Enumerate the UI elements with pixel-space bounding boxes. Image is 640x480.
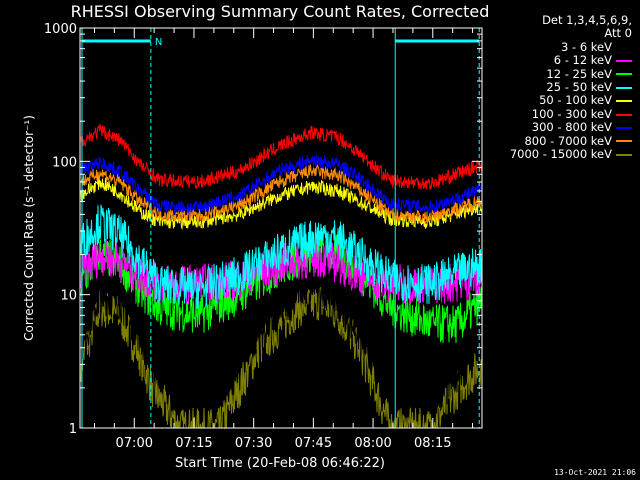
x-tick-label: 07:30 <box>235 436 272 451</box>
legend-entry-label: 12 - 25 keV <box>546 66 612 81</box>
series-line <box>80 175 482 231</box>
y-tick-label: 1 <box>69 422 77 437</box>
legend-swatch <box>616 140 632 143</box>
legend-swatch <box>616 46 632 49</box>
legend-entry: 6 - 12 keV <box>482 53 632 68</box>
legend-entry-label: 7000 - 15000 keV <box>509 147 612 162</box>
legend-entry-label: 25 - 50 keV <box>546 80 612 95</box>
chart-title: RHESSI Observing Summary Count Rates, Co… <box>71 2 490 21</box>
y-tick-label: 10 <box>60 289 77 304</box>
legend-swatch <box>616 59 632 62</box>
x-tick-label: 07:45 <box>295 436 332 451</box>
legend-entry: 25 - 50 keV <box>482 80 632 95</box>
legend-entry-label: 300 - 800 keV <box>531 120 612 135</box>
x-tick-label: 07:15 <box>175 436 212 451</box>
legend-header-line-1: Det 1,3,4,5,6,9, <box>542 13 632 27</box>
y-tick-label: 1000 <box>44 22 77 37</box>
series-line <box>80 265 482 409</box>
legend-entry-label: 800 - 7000 keV <box>524 133 612 148</box>
legend-entry-label: 3 - 6 keV <box>561 39 612 54</box>
x-axis: 07:00 07:15 07:30 07:45 08:00 08:15 <box>93 28 474 451</box>
night-overlay: N <box>81 28 480 428</box>
plot-frame <box>79 27 483 429</box>
x-tick-label: 07:00 <box>116 436 153 451</box>
y-tick-label: 100 <box>52 155 77 170</box>
series-line <box>80 163 482 224</box>
timestamp: 13-Oct-2021 21:06 <box>554 468 636 477</box>
legend-entry: 7000 - 15000 keV <box>482 147 632 162</box>
y-axis-label: Corrected Count Rate (s⁻¹ detector⁻¹) <box>22 115 36 341</box>
x-tick-label: 08:00 <box>354 436 391 451</box>
series-line <box>80 124 482 190</box>
series-line <box>80 231 482 344</box>
y-axis: 1 10 100 1000 <box>44 22 482 437</box>
legend-entry: 50 - 100 keV <box>482 94 632 107</box>
legend-swatch <box>616 86 632 89</box>
series-line <box>80 204 482 309</box>
legend: Det 1,3,4,5,6,9, Att 0 3 - 6 keV 6 - 12 k… <box>482 13 632 162</box>
series-layer <box>80 124 482 430</box>
legend-swatch <box>616 113 632 116</box>
legend-header-line-2: Att 0 <box>604 26 632 41</box>
legend-entry-label: 50 - 100 keV <box>539 93 612 108</box>
legend-swatch <box>616 100 632 103</box>
series-line <box>80 154 482 216</box>
legend-entry: 800 - 7000 keV <box>482 133 632 148</box>
x-tick-label: 08:15 <box>414 436 451 451</box>
x-axis-label: Start Time (20-Feb-08 06:46:22) <box>175 456 385 471</box>
legend-entry: 300 - 800 keV <box>482 120 632 135</box>
legend-swatch <box>616 126 632 129</box>
legend-entry: 100 - 300 keV <box>482 106 632 121</box>
legend-entry-label: 100 - 300 keV <box>531 106 612 121</box>
legend-entry-label: 6 - 12 keV <box>553 53 612 68</box>
legend-entry: 3 - 6 keV <box>482 39 632 54</box>
legend-swatch <box>616 73 632 76</box>
night-flag-label: N <box>155 37 162 48</box>
legend-entry: 12 - 25 keV <box>482 66 632 81</box>
legend-swatch <box>616 153 632 156</box>
